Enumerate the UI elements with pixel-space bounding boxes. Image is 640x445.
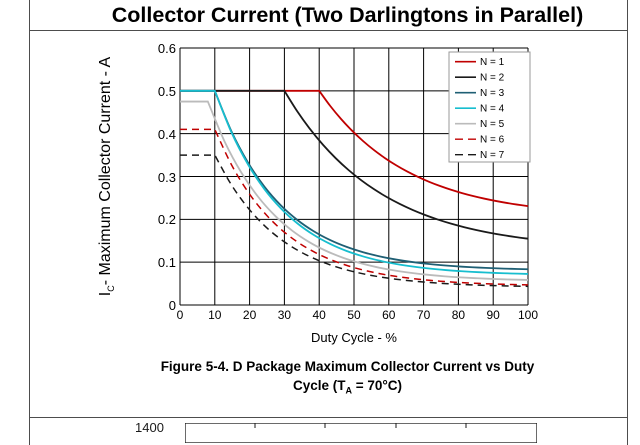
svg-text:N = 7: N = 7 — [480, 150, 505, 161]
svg-text:N = 5: N = 5 — [480, 119, 505, 130]
svg-text:N = 3: N = 3 — [480, 88, 505, 99]
svg-text:N = 4: N = 4 — [480, 104, 505, 115]
svg-text:N = 6: N = 6 — [480, 135, 505, 146]
svg-text:N = 1: N = 1 — [480, 57, 505, 68]
svg-text:N = 2: N = 2 — [480, 73, 505, 84]
